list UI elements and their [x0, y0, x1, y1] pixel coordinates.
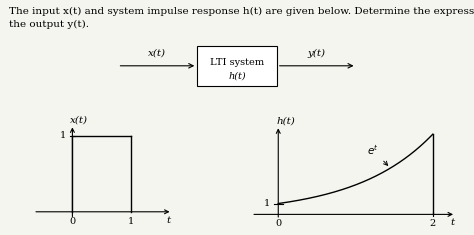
Text: t: t: [450, 218, 454, 227]
Text: h(t): h(t): [228, 71, 246, 80]
Text: $e^t$: $e^t$: [367, 143, 388, 165]
Text: h(t): h(t): [277, 116, 295, 125]
Text: 1: 1: [264, 199, 271, 208]
Text: 0: 0: [275, 219, 281, 228]
Bar: [197, 46, 277, 86]
Text: y(t): y(t): [308, 48, 326, 58]
Text: x(t): x(t): [71, 116, 89, 125]
Text: x(t): x(t): [148, 49, 166, 58]
Text: 1: 1: [60, 131, 66, 140]
Text: 1: 1: [128, 217, 134, 226]
Text: 2: 2: [429, 219, 436, 228]
Text: LTI system: LTI system: [210, 58, 264, 67]
Text: 0: 0: [69, 217, 75, 226]
Text: The input x(t) and system impulse response h(t) are given below. Determine the e: The input x(t) and system impulse respon…: [9, 7, 474, 29]
Text: t: t: [166, 216, 171, 225]
